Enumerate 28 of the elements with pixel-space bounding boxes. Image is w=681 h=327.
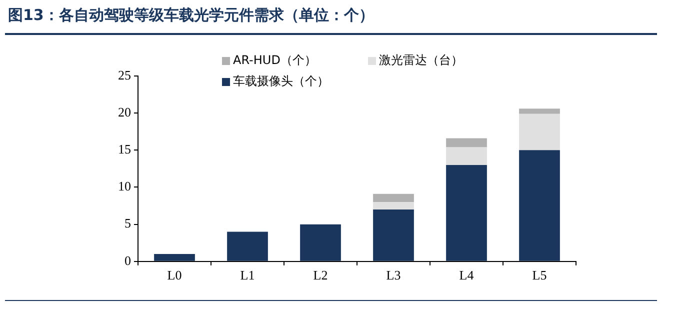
x-tick-label: L1 bbox=[240, 268, 255, 283]
y-tick-label: 5 bbox=[124, 216, 131, 231]
x-tick-label: L3 bbox=[386, 268, 401, 283]
bar bbox=[154, 254, 195, 261]
bar bbox=[519, 108, 560, 114]
legend-label: 激光雷达（台） bbox=[379, 52, 463, 69]
bar bbox=[446, 138, 487, 148]
y-tick-label: 20 bbox=[118, 104, 131, 120]
bar bbox=[373, 209, 414, 261]
bar bbox=[227, 232, 268, 261]
bar bbox=[446, 147, 487, 165]
bar bbox=[446, 164, 487, 261]
bar bbox=[519, 114, 560, 150]
legend-label: 车载摄像头（个） bbox=[233, 73, 329, 90]
x-tick-label: L5 bbox=[532, 268, 547, 283]
y-tick-label: 15 bbox=[118, 142, 131, 157]
x-tick-label: L4 bbox=[459, 268, 474, 283]
y-tick-label: 25 bbox=[118, 67, 131, 82]
bar bbox=[300, 224, 341, 261]
bar bbox=[519, 150, 560, 261]
x-tick-label: L2 bbox=[313, 268, 328, 283]
y-tick-label: 0 bbox=[124, 252, 131, 268]
chart-title: 图13：各自动驾驶等级车载光学元件需求（单位：个） bbox=[8, 6, 374, 25]
y-tick-label: 10 bbox=[118, 178, 131, 194]
bar bbox=[373, 202, 414, 210]
bar bbox=[373, 194, 414, 202]
x-tick-label: L0 bbox=[167, 268, 182, 283]
legend-label: AR-HUD（个） bbox=[233, 52, 316, 69]
